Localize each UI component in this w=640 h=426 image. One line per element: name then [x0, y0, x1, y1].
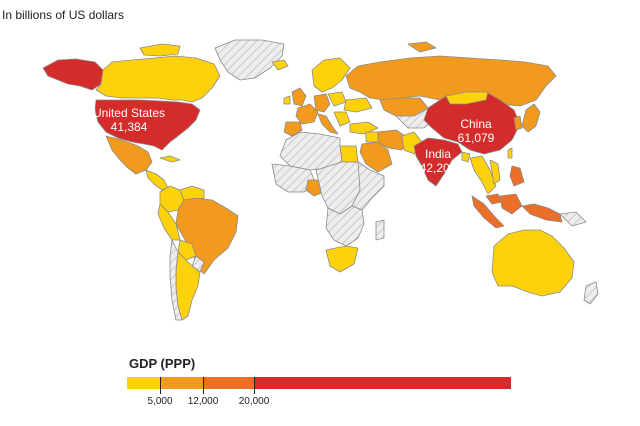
legend-tick-2: [203, 377, 204, 394]
country-ireland[interactable]: [283, 95, 291, 105]
country-indonesia-islands[interactable]: [521, 203, 563, 223]
country-east-africa: [351, 161, 385, 211]
label-india-name: India: [425, 147, 451, 161]
country-cuba[interactable]: [159, 155, 181, 163]
country-japan[interactable]: [521, 103, 541, 133]
country-indonesia-sumatra[interactable]: [471, 195, 505, 229]
country-south-africa[interactable]: [325, 245, 359, 273]
country-france[interactable]: [295, 103, 319, 125]
label-united-states-name: United States: [93, 106, 165, 120]
country-bolivia[interactable]: [177, 239, 197, 261]
country-greenland: [214, 39, 285, 81]
label-united-states-value: 41,384: [111, 120, 148, 134]
country-papua-new-guinea: [559, 211, 587, 227]
country-chile: [169, 239, 183, 321]
country-bangladesh[interactable]: [461, 151, 471, 163]
country-balkans[interactable]: [333, 111, 351, 127]
world-map: United States 41,384 China 61,079 India …: [42, 39, 599, 321]
label-china-value: 61,079: [458, 131, 495, 145]
country-malaysia[interactable]: [485, 193, 503, 205]
country-canada-islands[interactable]: [139, 43, 181, 57]
legend-label-3: 20,000: [238, 396, 270, 407]
country-united-states[interactable]: [94, 99, 201, 151]
country-italy[interactable]: [317, 113, 339, 135]
country-taiwan[interactable]: [507, 147, 513, 159]
legend-tick-3: [254, 377, 255, 394]
country-iraq[interactable]: [365, 131, 379, 143]
country-madagascar: [375, 219, 385, 241]
country-scandinavia[interactable]: [311, 57, 351, 93]
country-india[interactable]: [413, 137, 463, 187]
legend-color-bar: [127, 377, 511, 389]
country-spain[interactable]: [283, 121, 303, 137]
legend-title: GDP (PPP): [129, 356, 196, 371]
legend-segment-4: [254, 377, 511, 389]
country-north-africa: [279, 131, 343, 171]
country-iceland[interactable]: [271, 59, 289, 71]
country-russia-island[interactable]: [407, 41, 437, 53]
country-saudi-arabia[interactable]: [359, 141, 393, 173]
country-vietnam[interactable]: [489, 159, 501, 185]
country-peru[interactable]: [157, 203, 181, 241]
country-southeast-asia[interactable]: [469, 155, 497, 195]
country-venezuela[interactable]: [179, 185, 205, 201]
country-egypt[interactable]: [339, 145, 359, 163]
map-subtitle: In billions of US dollars: [2, 8, 125, 22]
country-canada[interactable]: [95, 55, 221, 103]
country-philippines[interactable]: [509, 165, 525, 187]
country-indonesia-borneo[interactable]: [499, 193, 523, 215]
country-mongolia[interactable]: [445, 91, 489, 105]
country-central-america[interactable]: [145, 169, 169, 191]
country-australia[interactable]: [491, 229, 575, 297]
label-china-name: China: [460, 117, 492, 131]
country-korea[interactable]: [513, 115, 523, 131]
country-ukraine[interactable]: [343, 97, 373, 113]
country-poland[interactable]: [327, 91, 347, 107]
legend-label-2: 12,000: [187, 396, 219, 407]
legend-segment-1: [127, 377, 160, 389]
legend-tick-1: [160, 377, 161, 394]
legend-segment-2: [160, 377, 203, 389]
country-germany[interactable]: [313, 93, 331, 113]
country-alaska[interactable]: [42, 58, 104, 91]
world-map-svg: United States 41,384 China 61,079 India …: [42, 39, 599, 321]
country-brazil[interactable]: [175, 197, 239, 275]
legend-segment-3: [203, 377, 254, 389]
country-turkey[interactable]: [349, 121, 379, 135]
country-new-zealand: [583, 281, 599, 305]
label-india-value: 42,205: [420, 161, 457, 175]
legend-label-1: 5,000: [147, 396, 173, 407]
country-southern-africa: [325, 205, 365, 247]
country-uk[interactable]: [291, 87, 307, 107]
